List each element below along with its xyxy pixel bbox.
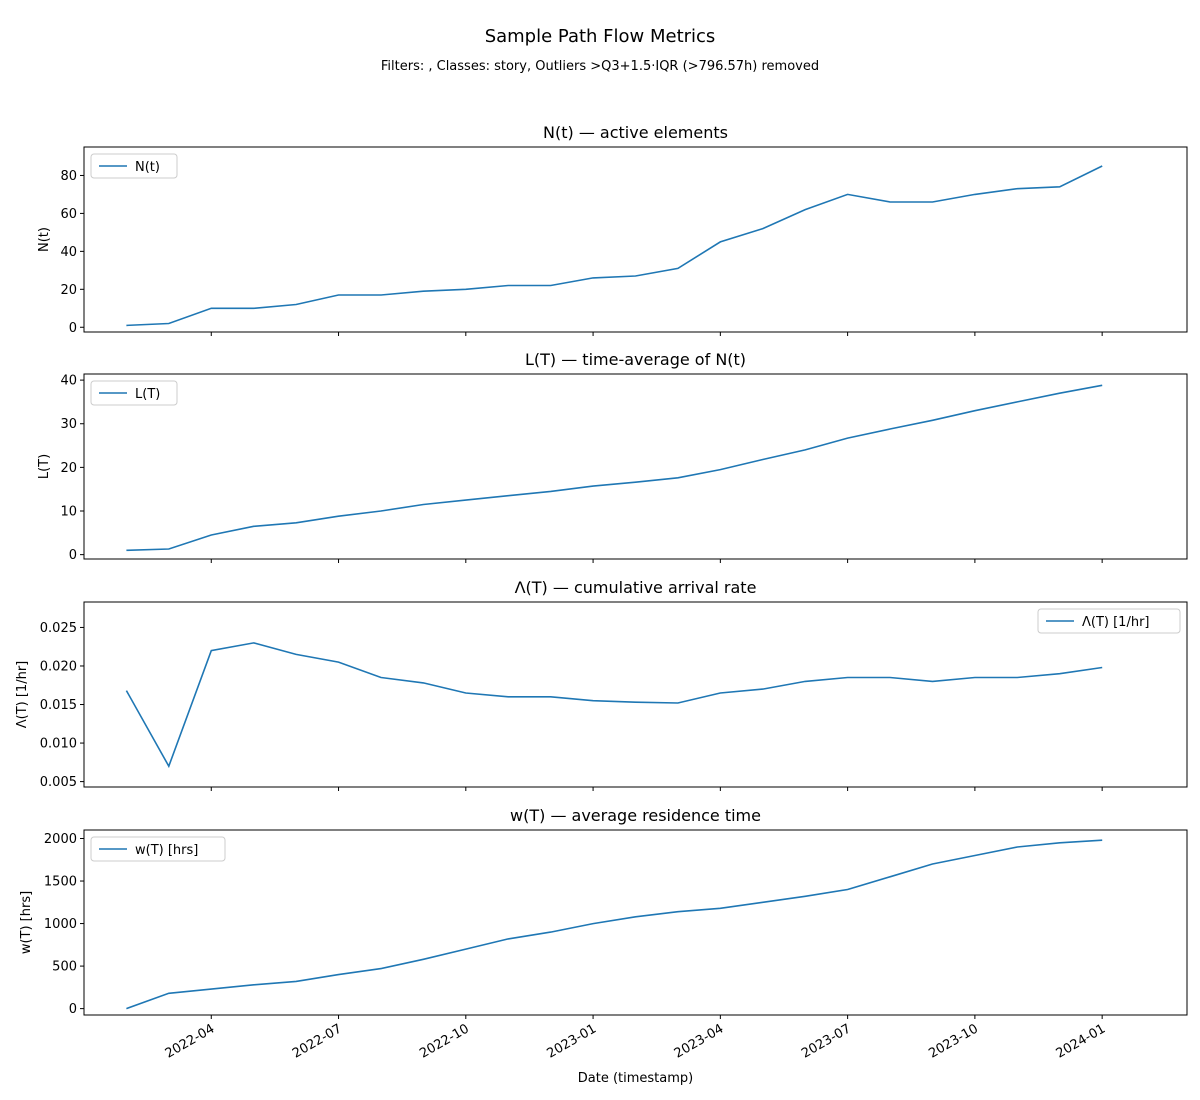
y-tick-label: 30 [60, 417, 77, 432]
y-tick-label: 500 [52, 960, 77, 975]
series-line [126, 839, 1103, 1010]
y-tick-label: 0 [69, 321, 77, 336]
plot-frame [83, 829, 1188, 1016]
legend-label: N(t) [135, 160, 160, 175]
y-tick-label: 0 [69, 548, 77, 563]
y-tick-label: 0.025 [40, 621, 77, 636]
y-tick-label: 20 [60, 461, 77, 476]
y-tick-label: 0.010 [40, 737, 77, 752]
series-line [125, 642, 1103, 769]
series-line [126, 384, 1103, 552]
x-tick-label: 2023-04 [672, 1021, 727, 1061]
y-tick-label: 2000 [44, 832, 77, 847]
x-tick-label: 2023-01 [545, 1021, 600, 1061]
y-tick-label: 0.020 [40, 659, 77, 674]
y-tick-label: 1500 [44, 875, 77, 890]
y-tick-label: 10 [60, 505, 77, 520]
y-tick-label: 80 [60, 169, 77, 184]
x-tick-label: 2023-07 [799, 1021, 854, 1061]
legend-box [1037, 608, 1181, 634]
y-axis-label: L(T) [37, 454, 52, 479]
x-tick-label: 2022-10 [417, 1021, 472, 1061]
legend-box [90, 836, 226, 862]
legend-label: L(T) [135, 387, 160, 402]
panel-title: N(t) — active elements [543, 123, 728, 142]
y-tick-label: 0.005 [40, 775, 77, 790]
y-tick-label: 60 [60, 207, 77, 222]
x-axis-label: Date (timestamp) [578, 1071, 693, 1086]
legend-box [90, 380, 178, 406]
plot-frame [83, 146, 1188, 333]
y-axis-label: w(T) [hrs] [19, 891, 34, 954]
figure-title: Sample Path Flow Metrics [485, 26, 716, 47]
y-tick-label: 20 [60, 283, 77, 298]
figure-subtitle: Filters: , Classes: story, Outliers >Q3+… [381, 59, 819, 74]
y-tick-label: 0 [69, 1002, 77, 1017]
y-tick-label: 0.015 [40, 698, 77, 713]
y-tick-label: 40 [60, 374, 77, 389]
legend-box [90, 153, 178, 179]
plot-frame [83, 373, 1188, 560]
panel-title: w(T) — average residence time [510, 806, 761, 825]
y-axis-label: N(t) [37, 227, 52, 252]
x-tick-label: 2022-07 [290, 1021, 345, 1061]
y-axis-label: Λ(T) [1/hr] [15, 661, 30, 729]
x-tick-label: 2023-10 [926, 1021, 981, 1061]
x-tick-label: 2022-04 [163, 1021, 218, 1061]
x-tick-label: 2024-01 [1054, 1021, 1109, 1061]
series-line [126, 165, 1103, 327]
y-tick-label: 40 [60, 245, 77, 260]
legend-label: w(T) [hrs] [135, 843, 198, 858]
panel-title: L(T) — time-average of N(t) [525, 350, 746, 369]
panel-title: Λ(T) — cumulative arrival rate [515, 578, 757, 597]
y-tick-label: 1000 [44, 917, 77, 932]
legend-label: Λ(T) [1/hr] [1082, 615, 1150, 630]
plot-frame [83, 601, 1188, 788]
